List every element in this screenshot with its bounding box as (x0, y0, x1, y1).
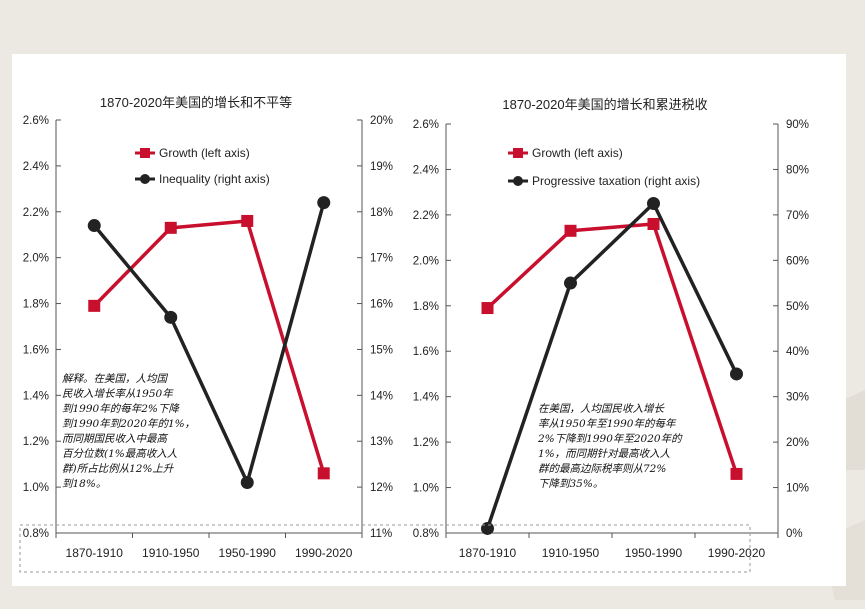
left-tick-label: 2.2% (23, 207, 49, 219)
data-point-circle (647, 197, 660, 211)
right-tick-label: 13% (370, 436, 393, 448)
data-point-circle (730, 367, 743, 381)
left-tick-label: 2.4% (413, 164, 439, 176)
right-tick-label: 15% (370, 344, 393, 356)
chart-1: 1870-2020年美国的增长和累进税收 0.8% 1.0% 1.2% 1.4% 1.6%… (413, 97, 809, 560)
data-point-circle (87, 219, 101, 233)
annotation-frame (19, 524, 751, 573)
series-line-0 (486, 222, 739, 475)
left-tick-label: 2.6% (413, 119, 439, 131)
right-tick-label: 19% (370, 161, 393, 173)
left-tick-label: 2.0% (413, 255, 439, 267)
x-tick-label: 1870-1910 (66, 546, 124, 560)
left-tick-label: 1.8% (23, 299, 49, 311)
left-tick-label: 1.0% (23, 482, 49, 494)
chart-panel (12, 54, 846, 586)
data-point-square (241, 214, 254, 227)
left-tick-label: 2.0% (23, 253, 49, 265)
left-tick-label: 1.8% (413, 301, 439, 313)
left-tick-label: 1.4% (413, 392, 439, 404)
series-line-1 (485, 201, 739, 530)
right-tick-label: 30% (786, 392, 809, 404)
data-point-circle (240, 476, 254, 490)
right-tick-label: 10% (786, 483, 809, 495)
right-tick-label: 16% (370, 299, 393, 311)
data-point-square (481, 302, 494, 315)
data-point-circle (564, 276, 577, 290)
chart-left-annotation: 解释。在美国，人均国 民收入增长率从1950年 到1990年的每年2%下降 到1… (62, 373, 196, 490)
right-tick-label: 40% (786, 346, 809, 358)
series-line-1 (92, 202, 326, 485)
left-tick-label: 2.6% (23, 115, 49, 127)
right-tick-label: 80% (786, 164, 809, 176)
right-tick-label: 12% (370, 482, 393, 494)
right-tick-label: 70% (786, 210, 809, 222)
right-tick-label: 11% (370, 528, 392, 540)
chart-right-annotation: 在美国，人均国民收入增长 率从1950年至1990年的每年 2%下降到1990年… (538, 403, 682, 490)
left-tick-label: 1.6% (23, 344, 49, 356)
data-point-circle (164, 310, 178, 324)
left-tick-label: 1.2% (23, 436, 49, 448)
left-tick-label: 2.2% (413, 210, 439, 222)
data-point-square (647, 217, 660, 230)
legend-label: Progressive taxation (right axis) (532, 174, 700, 188)
chart-title: 1870-2020年美国的增长和不平等 (100, 95, 292, 110)
legend-marker (140, 174, 150, 184)
left-tick-label: 1.2% (413, 437, 439, 449)
x-tick-label: 1870-1910 (459, 546, 517, 560)
left-tick-label: 1.6% (413, 346, 439, 358)
data-point-square (88, 299, 101, 312)
x-tick-label: 1990-2020 (295, 546, 353, 560)
chart-0: 1870-2020年美国的增长和不平等 0.8% 1.0% 1.2% 1.4% 1.6% 1… (23, 95, 393, 560)
left-tick-label: 2.4% (23, 161, 49, 173)
left-tick-label: 1.0% (413, 483, 439, 495)
legend-label: Inequality (right axis) (159, 172, 270, 186)
data-point-square (730, 467, 743, 480)
right-tick-label: 18% (370, 207, 393, 219)
right-tick-label: 90% (786, 119, 809, 131)
legend-marker (513, 148, 523, 158)
data-point-square (317, 467, 330, 480)
data-point-circle (481, 521, 494, 535)
x-tick-label: 1990-2020 (708, 546, 766, 560)
x-tick-label: 1950-1990 (219, 546, 277, 560)
legend-label: Growth (left axis) (532, 146, 623, 160)
data-point-circle (317, 196, 331, 210)
left-tick-label: 1.4% (23, 390, 49, 402)
x-tick-label: 1910-1950 (142, 546, 200, 560)
legend-marker (140, 148, 150, 158)
right-tick-label: 60% (786, 255, 809, 267)
x-tick-label: 1950-1990 (625, 546, 683, 560)
right-tick-label: 50% (786, 301, 809, 313)
x-tick-label: 1910-1950 (542, 546, 600, 560)
right-tick-label: 0% (786, 528, 803, 540)
right-tick-label: 14% (370, 390, 393, 402)
data-point-square (164, 221, 177, 234)
right-tick-label: 20% (370, 115, 393, 127)
legend-label: Growth (left axis) (159, 146, 250, 160)
data-point-square (564, 224, 577, 237)
left-tick-label: 0.8% (413, 528, 439, 540)
right-tick-label: 20% (786, 437, 809, 449)
legend-marker (513, 176, 523, 186)
chart-title: 1870-2020年美国的增长和累进税收 (502, 97, 707, 112)
left-tick-label: 0.8% (23, 528, 49, 540)
right-tick-label: 17% (370, 253, 393, 265)
